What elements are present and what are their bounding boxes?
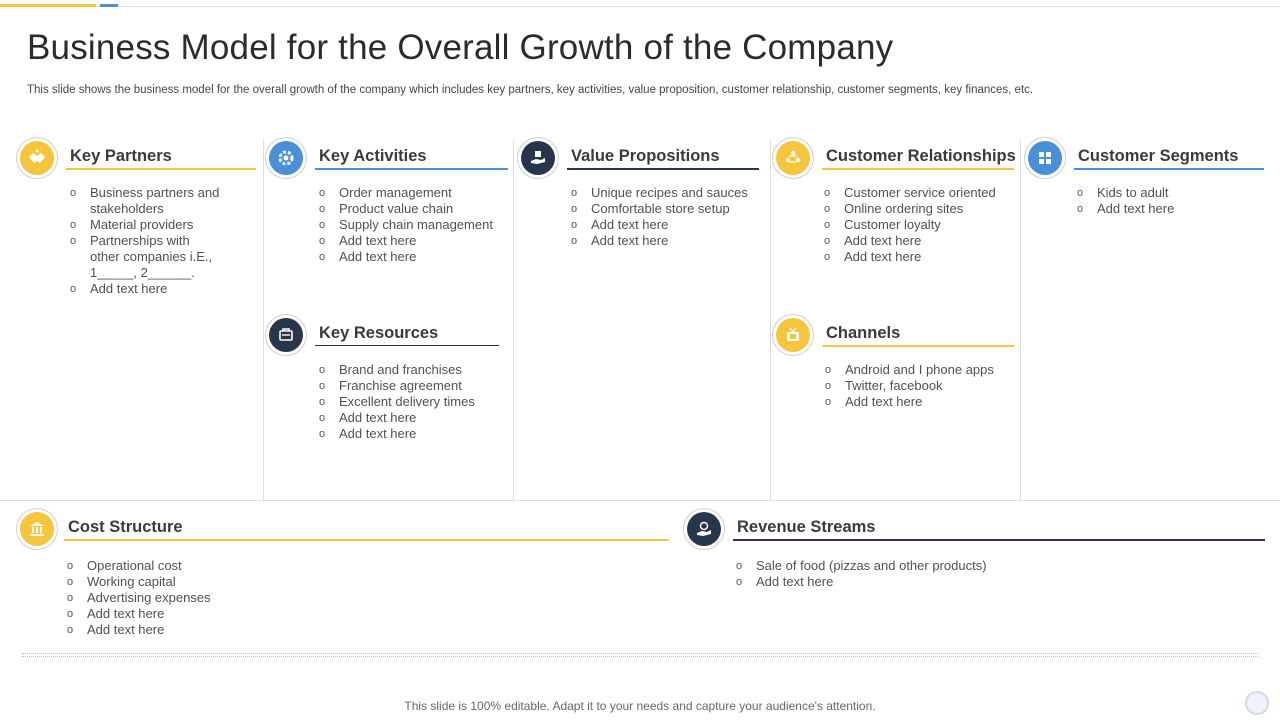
accent-blue xyxy=(100,4,118,7)
list-item: Excellent delivery times xyxy=(319,394,509,410)
list-item: Sale of food (pizzas and other products) xyxy=(736,558,1036,574)
list-item: Add text here xyxy=(67,606,287,622)
list-item: Add text here xyxy=(571,233,761,249)
customer-segments-block: Customer Segments xyxy=(1024,137,1264,187)
customer-segments-list: Kids to adult Add text here xyxy=(1077,185,1267,217)
list-item: Android and I phone apps xyxy=(825,362,1015,378)
grid-icon xyxy=(1024,137,1066,179)
accent-yellow xyxy=(0,4,96,7)
value-propositions-block: Value Propositions xyxy=(517,137,759,187)
money-icon xyxy=(683,508,725,550)
list-item: Add text here xyxy=(824,249,1014,265)
list-item: Brand and franchises xyxy=(319,362,509,378)
list-item: Partnerships with other companies i.E., … xyxy=(70,233,220,281)
list-item: Business partners and stakeholders xyxy=(70,185,220,217)
tv-icon xyxy=(772,314,814,356)
resources-icon xyxy=(265,314,307,356)
list-item: Add text here xyxy=(319,410,509,426)
list-item: Order management xyxy=(319,185,509,201)
divider-v4 xyxy=(1020,140,1021,500)
key-partners-heading: Key Partners xyxy=(70,147,172,165)
list-item: Kids to adult xyxy=(1077,185,1267,201)
value-propositions-list: Unique recipes and sauces Comfortable st… xyxy=(571,185,761,249)
list-item: Unique recipes and sauces xyxy=(571,185,761,201)
gear-icon xyxy=(265,137,307,179)
top-rule xyxy=(0,6,1280,7)
key-partners-list: Business partners and stakeholders Mater… xyxy=(70,185,220,297)
list-item: Twitter, facebook xyxy=(825,378,1015,394)
value-propositions-underline xyxy=(567,168,759,170)
list-item: Add text here xyxy=(825,394,1015,410)
list-item: Add text here xyxy=(70,281,220,297)
revenue-streams-list: Sale of food (pizzas and other products)… xyxy=(736,558,1036,590)
revenue-streams-underline xyxy=(733,539,1265,541)
key-activities-block: Key Activities xyxy=(265,137,508,187)
channels-list: Android and I phone apps Twitter, facebo… xyxy=(825,362,1015,410)
key-partners-block: Key Partners xyxy=(16,137,256,187)
list-item: Add text here xyxy=(67,622,287,638)
value-hand-icon xyxy=(517,137,559,179)
divider-v3 xyxy=(770,140,771,500)
list-item: Customer service oriented xyxy=(824,185,1014,201)
value-propositions-heading: Value Propositions xyxy=(571,147,720,165)
key-activities-underline xyxy=(315,168,508,170)
cost-structure-list: Operational cost Working capital Adverti… xyxy=(67,558,287,638)
dotted-divider xyxy=(22,653,1258,657)
customer-segments-heading: Customer Segments xyxy=(1078,147,1239,165)
key-activities-list: Order management Product value chain Sup… xyxy=(319,185,509,265)
channels-block: Channels xyxy=(772,314,1014,364)
customer-segments-underline xyxy=(1074,168,1264,170)
list-item: Advertising expenses xyxy=(67,590,287,606)
page-subtitle: This slide shows the business model for … xyxy=(27,84,1034,96)
customer-relationships-list: Customer service oriented Online orderin… xyxy=(824,185,1014,265)
customer-relationships-block: Customer Relationships xyxy=(772,137,1016,187)
key-partners-underline xyxy=(66,168,256,170)
list-item: Product value chain xyxy=(319,201,509,217)
list-item: Add text here xyxy=(319,426,509,442)
cost-structure-block: Cost Structure xyxy=(16,508,669,558)
cost-structure-heading: Cost Structure xyxy=(68,518,183,536)
list-item: Material providers xyxy=(70,217,220,233)
cost-structure-underline xyxy=(64,539,669,541)
customer-relationships-underline xyxy=(822,168,1014,170)
divider-v2 xyxy=(513,140,514,500)
key-activities-heading: Key Activities xyxy=(319,147,427,165)
people-icon xyxy=(772,137,814,179)
footer-note: This slide is 100% editable. Adapt it to… xyxy=(404,699,876,713)
list-item: Add text here xyxy=(736,574,1036,590)
list-item: Operational cost xyxy=(67,558,287,574)
channels-underline xyxy=(822,345,1014,347)
list-item: Online ordering sites xyxy=(824,201,1014,217)
list-item: Working capital xyxy=(67,574,287,590)
channels-heading: Channels xyxy=(826,324,901,342)
list-item: Supply chain management xyxy=(319,217,509,233)
bank-icon xyxy=(16,508,58,550)
key-resources-heading: Key Resources xyxy=(319,324,439,342)
revenue-streams-block: Revenue Streams xyxy=(683,508,1265,558)
key-resources-block: Key Resources xyxy=(265,314,499,364)
page-title: Business Model for the Overall Growth of… xyxy=(27,28,894,67)
list-item: Franchise agreement xyxy=(319,378,509,394)
list-item: Add text here xyxy=(571,217,761,233)
list-item: Add text here xyxy=(319,233,509,249)
list-item: Add text here xyxy=(824,233,1014,249)
list-item: Customer loyalty xyxy=(824,217,1014,233)
list-item: Comfortable store setup xyxy=(571,201,761,217)
customer-relationships-heading: Customer Relationships xyxy=(826,147,1016,165)
key-resources-list: Brand and franchises Franchise agreement… xyxy=(319,362,509,442)
list-item: Add text here xyxy=(1077,201,1267,217)
slide-corner-badge xyxy=(1245,691,1269,715)
top-accent-bar xyxy=(0,0,1280,8)
key-resources-underline xyxy=(315,345,499,346)
divider-h1 xyxy=(0,500,1280,501)
list-item: Add text here xyxy=(319,249,509,265)
revenue-streams-heading: Revenue Streams xyxy=(737,518,876,536)
handshake-icon xyxy=(16,137,58,179)
divider-v1 xyxy=(263,140,264,500)
